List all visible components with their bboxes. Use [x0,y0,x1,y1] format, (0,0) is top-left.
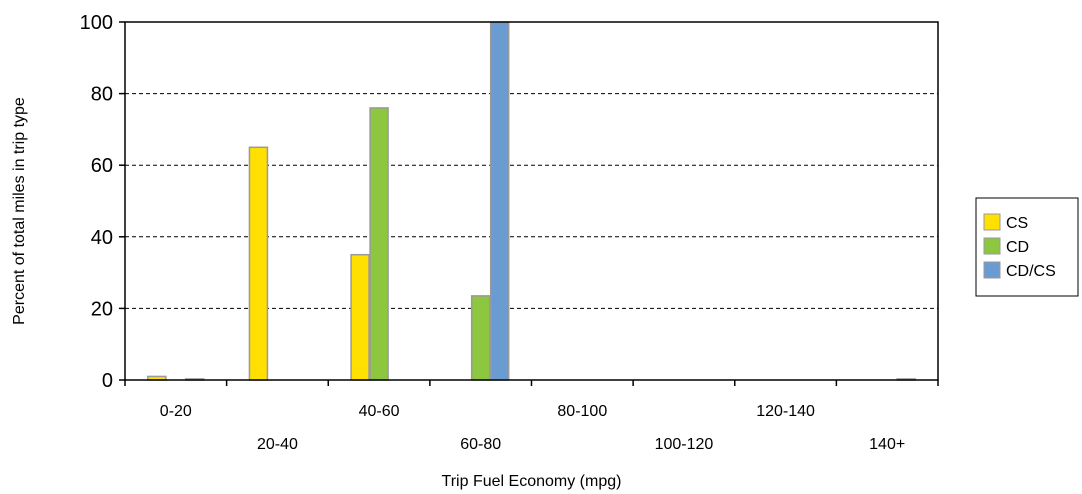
legend-label: CD/CS [1006,263,1056,280]
bar-cd-cs-60-80 [489,21,510,381]
legend-label: CS [1006,215,1028,232]
y-axis: 0 20 40 60 80 100 [80,12,125,392]
bars-group [147,21,916,381]
x-tick-label: 80-100 [557,403,607,420]
x-tick-label: 20-40 [257,436,298,453]
legend: CS CD CD/CS [975,197,1079,297]
bar-cd-40-60 [369,107,389,381]
x-tick-label: 0-20 [160,403,192,420]
x-tick-label: 140+ [869,436,905,453]
bar-cs-20-40 [248,146,269,381]
y-tick-label: 0 [102,370,113,392]
grid-lines [125,93,938,309]
legend-swatch [983,261,1001,279]
y-axis-title: Percent of total miles in trip type [11,97,28,325]
legend-swatch [983,213,1001,231]
x-tick-label: 60-80 [460,436,501,453]
x-axis: 0-20 20-40 40-60 60-80 80-100 100-120 120-140 1… [124,380,939,453]
y-tick-label: 60 [91,155,113,177]
legend-label: CD [1006,239,1029,256]
x-tick-label: 100-120 [655,436,714,453]
y-tick-label: 100 [80,12,113,34]
x-axis-title: Trip Fuel Economy (mpg) [442,473,622,490]
bar-cd-60-80 [470,295,491,381]
x-tick-label: 120-140 [756,403,815,420]
bar-cs-40-60 [350,253,370,381]
y-tick-label: 80 [91,84,113,106]
plot-area [124,21,939,381]
y-tick-label: 40 [91,227,113,249]
x-tick-label: 40-60 [359,403,400,420]
y-tick-label: 20 [91,298,113,320]
legend-swatch [983,237,1001,255]
